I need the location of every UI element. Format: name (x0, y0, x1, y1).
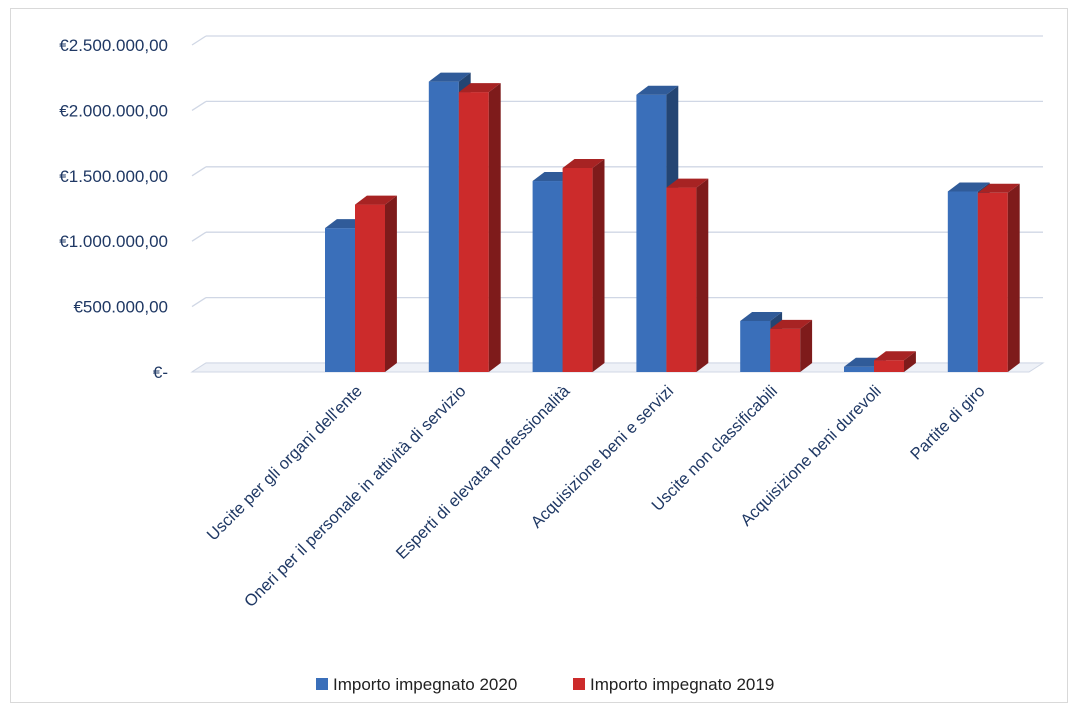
x-tick-label: Oneri per il personale in attività di se… (241, 382, 470, 611)
bar-front (532, 181, 563, 372)
y-tick-label: €1.500.000,00 (59, 167, 168, 186)
bar (458, 83, 501, 372)
bar-side (1007, 183, 1020, 372)
bar-top (874, 351, 916, 361)
bar-front (977, 192, 1008, 372)
legend-item: Importo impegnato 2019 (573, 675, 774, 694)
bar (977, 183, 1020, 372)
gridlines (190, 35, 1045, 373)
bar-top (636, 85, 679, 95)
bar-top (947, 182, 990, 192)
bar (874, 351, 916, 372)
legend-item: Importo impegnato 2020 (316, 675, 517, 694)
chart-floor (190, 362, 1045, 373)
bar-top (977, 183, 1020, 193)
bar (770, 319, 813, 372)
bar-top (740, 311, 783, 321)
bar-front (428, 81, 459, 373)
gridline-depth (191, 231, 207, 242)
legend-swatch (316, 678, 328, 690)
bar-front (947, 191, 978, 372)
bar-side (800, 319, 813, 372)
x-tick-label: Esperti di elevata professionalità (393, 382, 574, 563)
gridline-depth (191, 297, 207, 308)
bar-side (385, 195, 397, 372)
bar-front (355, 204, 385, 372)
bar-side (592, 158, 605, 372)
y-tick-label: €- (153, 363, 168, 382)
legend: Importo impegnato 2020 Importo impegnato … (316, 675, 774, 694)
legend-label: Importo impegnato 2019 (590, 675, 774, 694)
bar-top (458, 83, 501, 93)
bar-side (488, 83, 501, 372)
bar-top (355, 195, 397, 205)
bar-front (666, 187, 697, 372)
bar-side (904, 351, 916, 372)
gridline-depth (191, 166, 207, 177)
bar-top (770, 319, 813, 329)
bar-top (666, 178, 709, 188)
legend-swatch (573, 678, 585, 690)
y-tick-label: €1.000.000,00 (59, 232, 168, 251)
gridline-depth (191, 100, 207, 111)
bar-front (458, 92, 489, 372)
bar-top (562, 158, 605, 168)
y-tick-label: €500.000,00 (73, 298, 168, 317)
legend-label: Importo impegnato 2020 (333, 675, 517, 694)
x-tick-label: Partite di giro (907, 382, 988, 463)
bar-front (874, 360, 904, 372)
y-tick-label: €2.000.000,00 (59, 101, 168, 120)
bar-front (562, 167, 593, 372)
bar (562, 158, 605, 372)
bar-front (636, 94, 667, 372)
bar-front (740, 320, 771, 372)
bar (666, 178, 709, 372)
bar-front (844, 366, 874, 372)
bar-top (428, 72, 471, 82)
y-axis-ticks: €- €500.000,00 €1.000.000,00 €1.500.000,00 €… (59, 36, 168, 382)
gridline-depth (191, 35, 207, 46)
bar-front (770, 328, 801, 372)
bars (325, 72, 1020, 373)
y-tick-label: €2.500.000,00 (59, 36, 168, 55)
bar (355, 195, 397, 372)
bar-front (325, 228, 355, 372)
bar-side (696, 178, 709, 372)
